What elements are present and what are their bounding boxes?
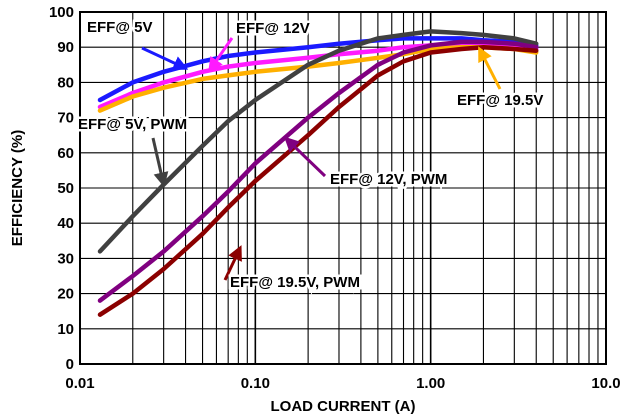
y-axis-label: EFFICIENCY (%): [9, 130, 26, 246]
annotations-group: EFF@ 5V EFF@ 12V EFF@ 19.5V EFF@ 5V, PWM EFF…: [76, 17, 546, 294]
y-tick-label: 30: [57, 250, 74, 267]
annotation-label: EFF@ 19.5V: [457, 92, 543, 109]
annotation-label: EFF@ 5V: [87, 19, 152, 36]
y-tick-label: 70: [57, 110, 74, 127]
annotation-arrow: [151, 137, 169, 188]
y-tick-label: 90: [57, 39, 74, 56]
annotation-arrow: [223, 245, 242, 281]
x-tick-label: 10.0: [591, 375, 620, 392]
series-group: [97, 29, 539, 317]
y-tick-label: 0: [66, 356, 74, 373]
y-tick-label: 20: [57, 286, 74, 303]
y-tick-label: 100: [49, 4, 74, 21]
y-tick-label: 80: [57, 74, 74, 91]
x-tick-label: 1.00: [416, 375, 445, 392]
annotation-arrow: [208, 37, 234, 73]
annotation-arrow: [141, 46, 189, 71]
series-line: [97, 29, 539, 254]
y-tick-label: 40: [57, 215, 74, 232]
x-axis-label: LOAD CURRENT (A): [271, 398, 416, 415]
plot-frame: [79, 11, 607, 365]
series-line: [97, 44, 539, 317]
y-tick-label: 50: [57, 180, 74, 197]
annotation-label: EFF@ 12V, PWM: [330, 171, 447, 188]
annotation-label: EFF@ 5V, PWM: [78, 116, 187, 133]
annotation-arrow: [284, 136, 327, 178]
x-tick-label: 0.01: [65, 375, 94, 392]
y-tick-label: 60: [57, 145, 74, 162]
annotation-label: EFF@ 12V: [236, 20, 310, 37]
tick-labels: 0.01 0.10 1.00 10.0 0 10 20 30 40 50 60 70 80 90 100: [49, 4, 621, 392]
plot-border: [79, 11, 607, 365]
x-tick-label: 0.10: [241, 375, 270, 392]
annotation-label: EFF@ 19.5V, PWM: [230, 274, 360, 291]
annotation-arrow: [478, 46, 502, 90]
series-line: [97, 39, 539, 303]
y-tick-label: 10: [57, 321, 74, 338]
